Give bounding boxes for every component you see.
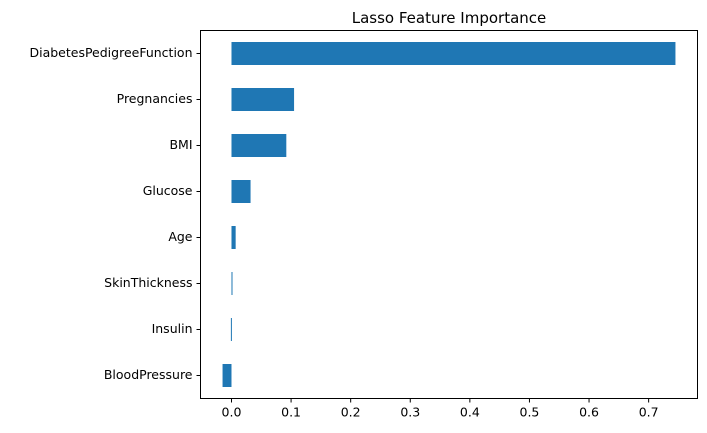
y-tick-label: Insulin (152, 321, 193, 336)
x-tick-label: 0.4 (460, 405, 480, 420)
bars-group (222, 42, 676, 387)
x-tick-label: 0.6 (579, 405, 599, 420)
x-tick-label: 0.0 (222, 405, 242, 420)
bar-age (231, 226, 236, 249)
x-tick-label: 0.7 (639, 405, 659, 420)
bar-pregnancies (231, 88, 295, 111)
bar-bmi (231, 134, 287, 157)
y-tick-label: Glucose (143, 183, 193, 198)
chart-title: Lasso Feature Importance (352, 9, 547, 27)
y-tick-label: BMI (169, 137, 192, 152)
x-tick-label: 0.5 (520, 405, 540, 420)
bar-skinthickness (231, 272, 233, 295)
y-tick-label: DiabetesPedigreeFunction (29, 45, 192, 60)
x-tick-label: 0.3 (400, 405, 420, 420)
bar-diabetespedigreefunction (231, 42, 676, 65)
bar-insulin (230, 318, 232, 341)
x-tick-label: 0.2 (341, 405, 361, 420)
y-axis-ticks: DiabetesPedigreeFunction Pregnancies BMI Gl… (29, 45, 201, 382)
y-tick-label: Pregnancies (117, 91, 193, 106)
plot-frame (200, 30, 698, 399)
bar-glucose (231, 180, 251, 203)
x-axis-ticks: 0.0 0.1 0.2 0.3 0.4 0.5 0.6 0.7 (222, 398, 659, 420)
bar-bloodpressure (222, 364, 232, 387)
y-tick-label: SkinThickness (104, 275, 192, 290)
y-tick-label: BloodPressure (104, 367, 193, 382)
x-tick-label: 0.1 (281, 405, 301, 420)
y-tick-label: Age (168, 229, 192, 244)
